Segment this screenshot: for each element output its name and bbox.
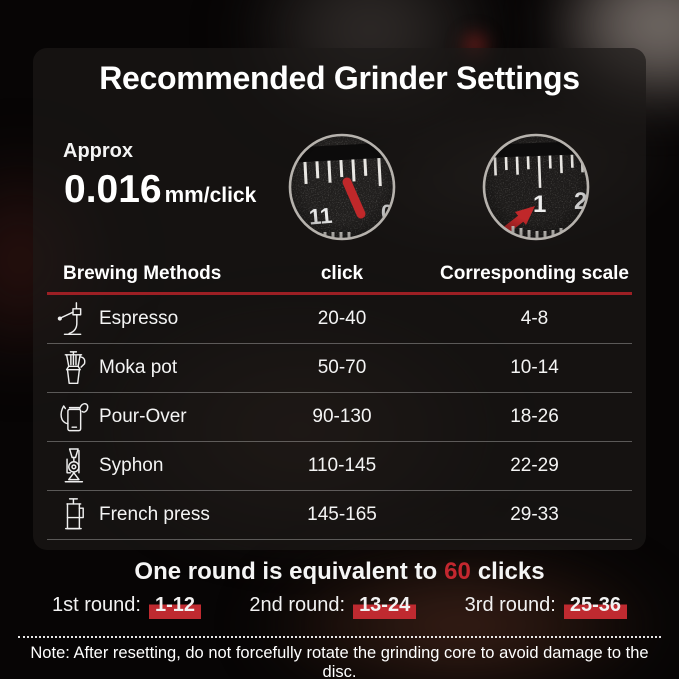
moka-pot-icon — [64, 351, 86, 385]
round-item-2: 2nd round: 13-24 — [249, 594, 417, 619]
method-label: Syphon — [99, 455, 164, 476]
settings-panel: Recommended Grinder Settings Approx 0.01… — [33, 48, 646, 550]
click-value: 20-40 — [317, 308, 367, 329]
precision-block: Approx 0.016 mm /click — [62, 140, 257, 211]
precision-value: 0.016 — [62, 168, 166, 211]
table-row-espresso: Espresso 20-40 4-8 — [47, 295, 632, 344]
clicks-per-round-value: 60 — [444, 558, 471, 585]
round-range-value: 1-12 — [148, 594, 201, 619]
round-range-value: 13-24 — [353, 594, 417, 619]
header-underline — [47, 292, 632, 295]
click-value: 90-130 — [312, 406, 372, 427]
round-ranges-row: 1st round: 1-12 2nd round: 13-24 3rd round… — [52, 594, 627, 619]
dial-closeup-right: 1 2 — [482, 133, 590, 241]
round-item-3: 3rd round: 25-36 — [465, 594, 627, 619]
scale-value: 29-33 — [510, 504, 559, 525]
pour-over-kettle-icon — [60, 403, 89, 432]
round-range-value: 25-36 — [563, 594, 627, 619]
method-label: Espresso — [99, 308, 179, 329]
table-header-row: Brewing Methods click Corresponding scal… — [47, 255, 632, 285]
dial-closeup-left: 11 0 — [288, 133, 396, 241]
precision-per-click: /click — [203, 184, 257, 207]
header-brewing-methods: Brewing Methods — [63, 263, 222, 284]
table-row-french-press: French press 145-165 29-33 — [47, 491, 632, 540]
click-value: 50-70 — [317, 357, 367, 378]
method-label: French press — [99, 504, 210, 525]
scale-value: 4-8 — [520, 308, 549, 329]
precision-unit: mm — [164, 182, 204, 207]
scale-value: 10-14 — [510, 357, 559, 378]
scale-value: 18-26 — [510, 406, 559, 427]
approx-label: Approx — [63, 140, 133, 162]
syphon-icon — [64, 448, 84, 483]
round-equivalence-line: One round is equivalent to 60 clicks — [134, 558, 545, 585]
warning-note: Note: After resetting, do not forcefully… — [18, 636, 661, 679]
round-item-1: 1st round: 1-12 — [52, 594, 201, 619]
method-label: Pour-Over — [99, 406, 187, 427]
table-row-pour-over: Pour-Over 90-130 18-26 — [47, 393, 632, 442]
method-label: Moka pot — [99, 357, 178, 378]
click-value: 110-145 — [307, 455, 377, 476]
header-click: click — [320, 263, 364, 284]
french-press-icon — [65, 498, 84, 530]
click-value: 145-165 — [307, 504, 377, 525]
settings-table: Brewing Methods click Corresponding scal… — [47, 255, 632, 540]
table-row-syphon: Syphon 110-145 22-29 — [47, 442, 632, 491]
scale-value: 22-29 — [510, 455, 559, 476]
espresso-lever-machine-icon — [57, 302, 82, 336]
header-corresponding-scale: Corresponding scale — [440, 263, 629, 284]
page-title: Recommended Grinder Settings — [99, 60, 580, 96]
table-row-moka-pot: Moka pot 50-70 10-14 — [47, 344, 632, 393]
